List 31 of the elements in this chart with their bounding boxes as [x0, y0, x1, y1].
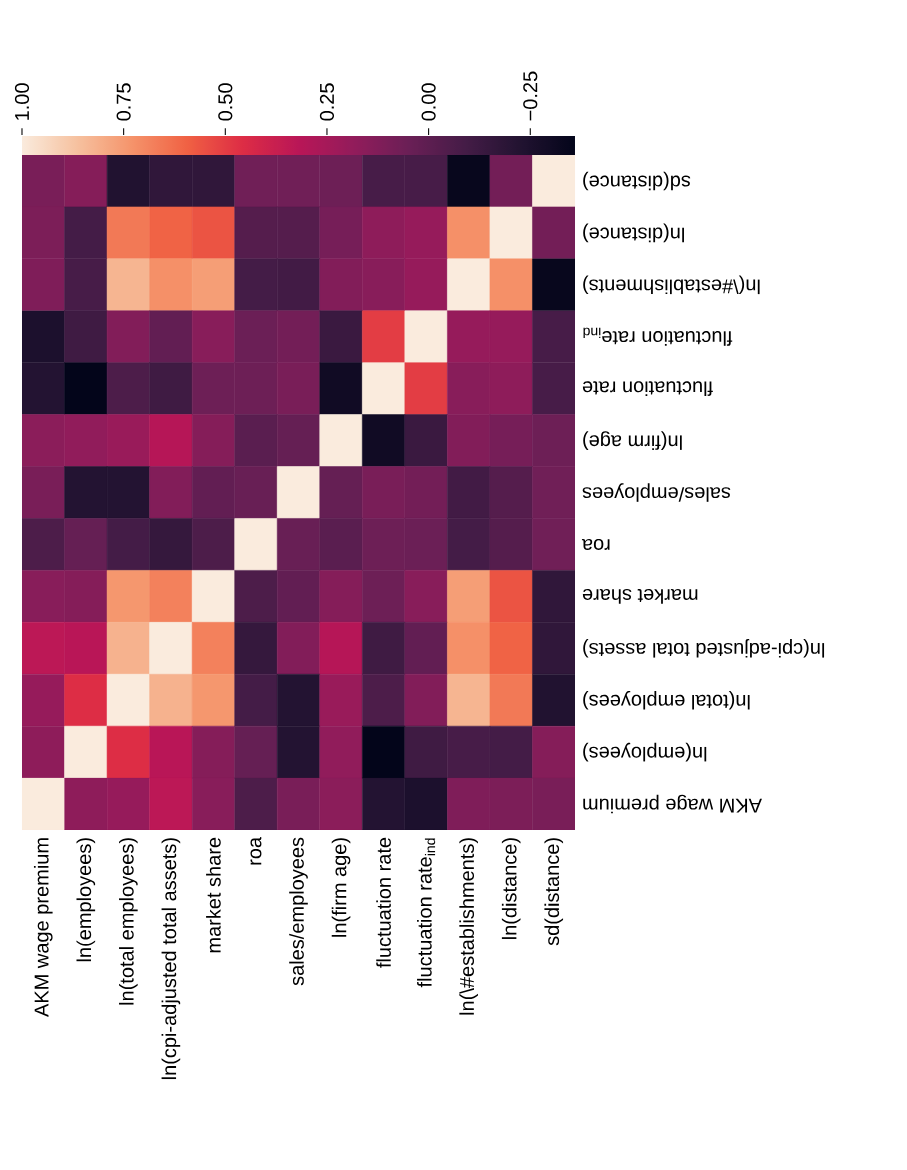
color-bar-label: 0.25	[319, 83, 335, 121]
x-tick-label: ln(employees)	[76, 838, 96, 962]
y-tick-label: fluctuation rate$_{ind}$	[583, 327, 733, 346]
y-tick-label: ln(firm age)	[583, 431, 682, 450]
x-tick-label: ln(\#establishments)	[459, 838, 478, 1015]
y-tick-label: ln(total employees)	[583, 690, 750, 710]
x-tick-label: ln(cpi-adjusted total assets)	[161, 838, 181, 1080]
x-tick-label: sales/employees	[289, 837, 308, 986]
x-tick-label: AKM wage premium	[33, 838, 53, 1017]
y-tick-label: AKM wage premium	[583, 794, 762, 814]
x-tick-label: fluctuation rate	[376, 837, 391, 968]
x-tick-label: market share	[206, 837, 221, 953]
x-tick-label: ln(total employees)	[119, 838, 138, 1005]
y-tick-label: sd(distance)	[583, 171, 691, 191]
color-bar-label: 0.75	[116, 83, 131, 121]
x-tick-label: ln(firm age)	[331, 838, 351, 937]
color-bar-label: −0.25	[523, 71, 538, 121]
y-tick-label: roa	[581, 538, 610, 550]
y-tick-label: sales/employees	[582, 483, 731, 502]
y-tick-label: market share	[582, 589, 698, 604]
y-tick-label: fluctuation rate	[582, 381, 713, 396]
x-tick-label: ln(distance)	[501, 838, 521, 939]
color-bar-label: 1.00	[14, 83, 30, 120]
color-bar-label: 0.50	[218, 83, 233, 121]
y-tick-label: ln(employees)	[583, 742, 707, 762]
y-tick-label: ln(distance)	[583, 223, 684, 243]
x-tick-label: roa	[250, 836, 262, 865]
y-tick-label: ln(cpi-adjusted total assets)	[583, 638, 825, 658]
y-tick-label: ln(\#establishments)	[583, 275, 760, 295]
x-tick-label: fluctuation rate$_{ind}$	[417, 838, 436, 988]
color-bar-label: 0.00	[421, 83, 436, 121]
